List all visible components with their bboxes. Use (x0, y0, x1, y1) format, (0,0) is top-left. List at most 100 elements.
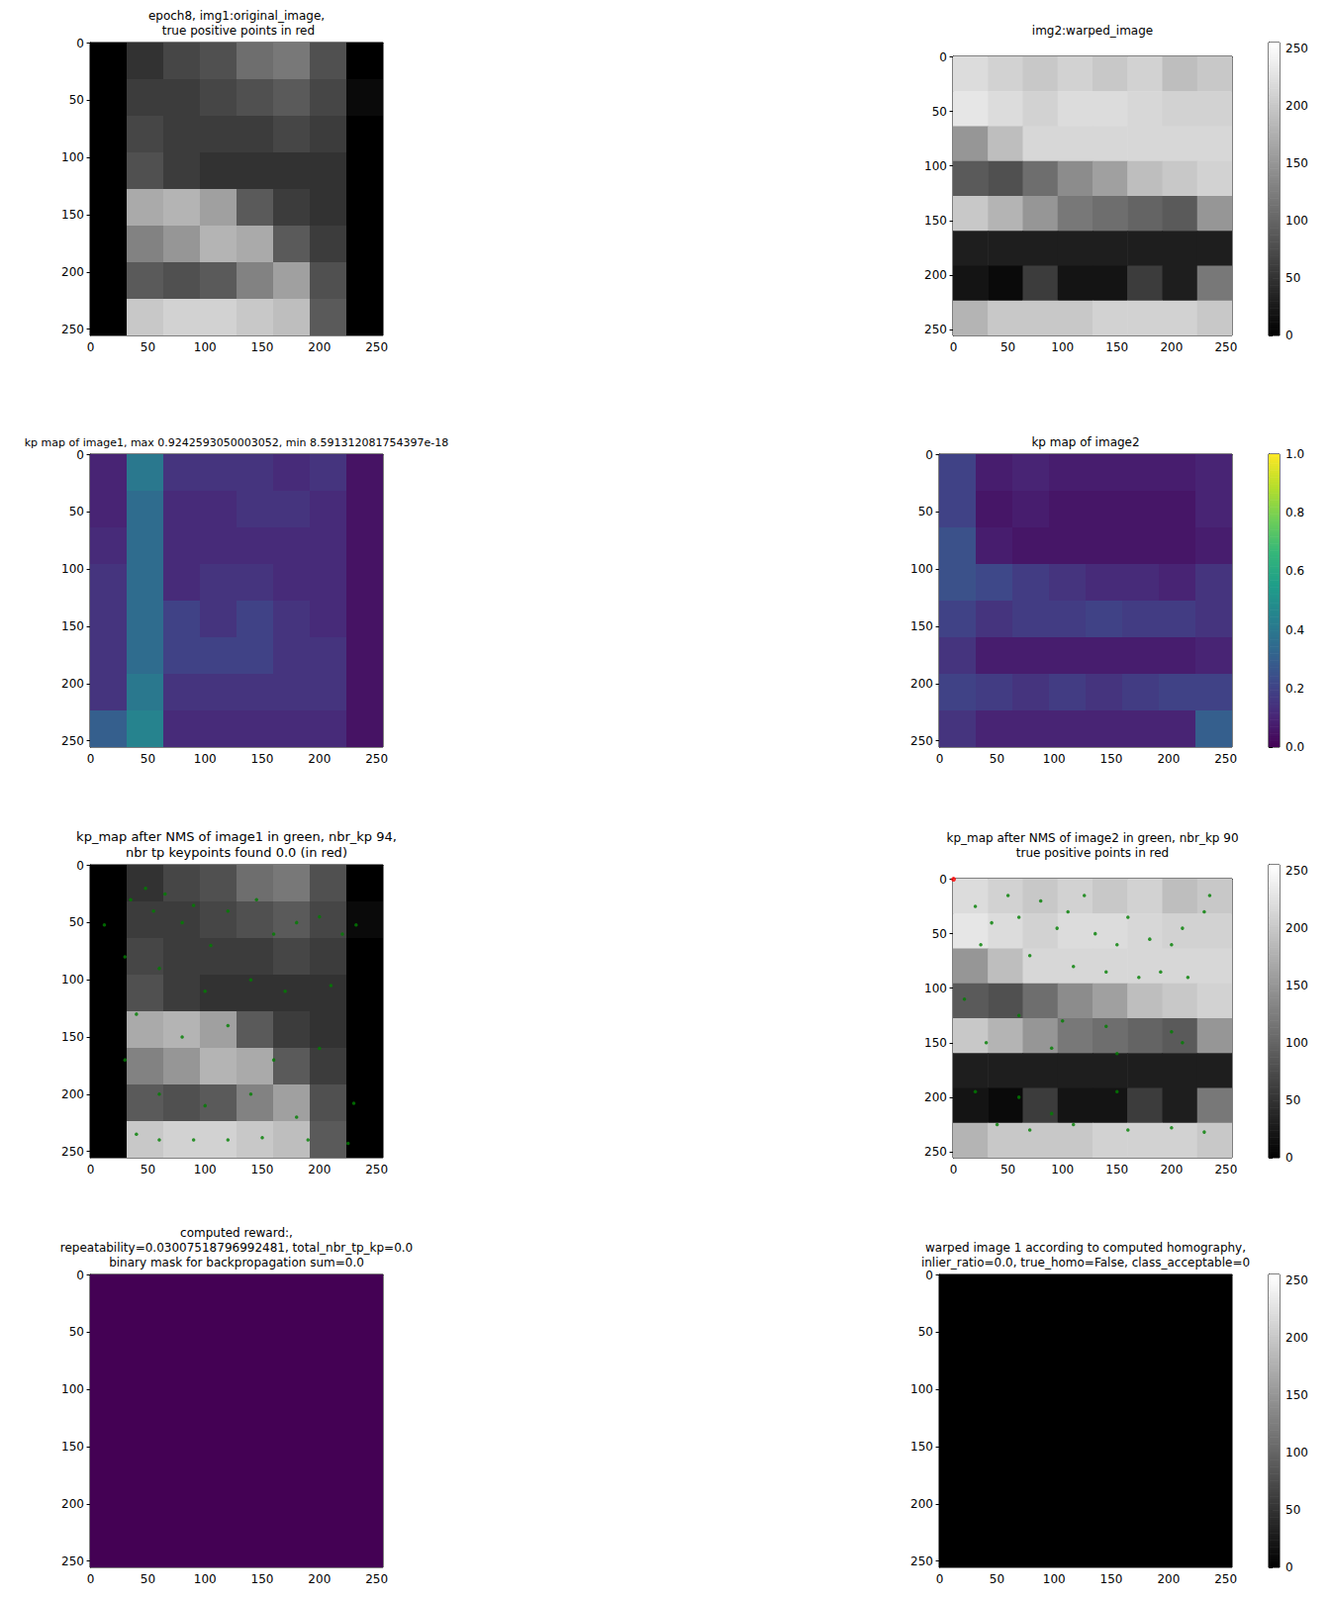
svg-text:150: 150 (1105, 1162, 1129, 1177)
svg-text:50: 50 (989, 1572, 1005, 1587)
svg-text:100: 100 (61, 972, 85, 987)
svg-text:0: 0 (87, 340, 95, 355)
svg-text:0: 0 (936, 752, 945, 766)
svg-text:250: 250 (365, 340, 388, 355)
svg-text:200: 200 (910, 1497, 934, 1512)
svg-text:250: 250 (365, 1162, 388, 1177)
svg-text:200: 200 (307, 1572, 331, 1587)
svg-text:warped image 1 according to co: warped image 1 according to computed hom… (925, 1240, 1246, 1255)
svg-text:200: 200 (1285, 921, 1309, 936)
svg-text:50: 50 (989, 752, 1005, 766)
svg-text:50: 50 (69, 915, 85, 930)
svg-text:150: 150 (61, 207, 85, 222)
svg-text:150: 150 (1100, 752, 1124, 766)
svg-text:150: 150 (910, 619, 934, 634)
svg-text:250: 250 (1214, 752, 1237, 766)
svg-text:200: 200 (61, 265, 85, 280)
svg-text:100: 100 (910, 1382, 934, 1397)
svg-text:100: 100 (1285, 1445, 1309, 1460)
svg-text:200: 200 (924, 268, 948, 283)
svg-text:150: 150 (1105, 340, 1129, 355)
svg-text:0.6: 0.6 (1285, 564, 1305, 578)
svg-text:50: 50 (140, 340, 156, 355)
svg-text:250: 250 (1214, 340, 1237, 355)
svg-text:100: 100 (193, 752, 217, 766)
svg-text:250: 250 (910, 1554, 934, 1569)
svg-text:0: 0 (1285, 1560, 1294, 1575)
svg-text:250: 250 (924, 322, 948, 337)
svg-text:img2:warped_image: img2:warped_image (1032, 23, 1153, 38)
svg-text:50: 50 (69, 93, 85, 107)
svg-text:100: 100 (1050, 1162, 1074, 1177)
svg-text:0: 0 (1285, 1150, 1294, 1165)
svg-text:100: 100 (1285, 213, 1309, 228)
svg-text:0: 0 (925, 448, 934, 463)
svg-text:150: 150 (924, 213, 948, 228)
svg-text:50: 50 (918, 504, 934, 519)
svg-text:150: 150 (1100, 1572, 1124, 1587)
svg-text:200: 200 (924, 1090, 948, 1105)
svg-text:0: 0 (939, 872, 948, 887)
svg-text:150: 150 (924, 1036, 948, 1050)
svg-text:true positive points in red: true positive points in red (1016, 846, 1169, 860)
svg-text:0.8: 0.8 (1285, 505, 1305, 520)
svg-text:50: 50 (918, 1325, 934, 1339)
svg-text:250: 250 (61, 1144, 85, 1159)
svg-text:100: 100 (61, 562, 85, 576)
svg-text:250: 250 (1285, 863, 1309, 878)
svg-text:50: 50 (140, 752, 156, 766)
svg-text:100: 100 (924, 981, 948, 996)
svg-text:150: 150 (1285, 978, 1309, 993)
svg-text:100: 100 (1285, 1036, 1309, 1050)
svg-text:150: 150 (251, 1572, 275, 1587)
svg-text:200: 200 (307, 340, 331, 355)
svg-text:0: 0 (76, 858, 85, 873)
svg-text:50: 50 (69, 1325, 85, 1339)
svg-text:0: 0 (76, 1268, 85, 1283)
svg-text:100: 100 (1050, 340, 1074, 355)
svg-text:200: 200 (1156, 752, 1180, 766)
svg-text:0: 0 (76, 36, 85, 51)
svg-text:100: 100 (1043, 752, 1066, 766)
svg-text:100: 100 (193, 1162, 217, 1177)
svg-text:50: 50 (1000, 1162, 1016, 1177)
svg-text:200: 200 (61, 676, 85, 691)
svg-text:epoch8, img1:original_image,: epoch8, img1:original_image, (148, 8, 325, 23)
svg-text:200: 200 (307, 1162, 331, 1177)
svg-text:250: 250 (365, 752, 388, 766)
svg-text:150: 150 (251, 1162, 275, 1177)
svg-text:250: 250 (365, 1572, 388, 1587)
svg-text:200: 200 (307, 752, 331, 766)
svg-text:200: 200 (61, 1497, 85, 1512)
svg-text:1.0: 1.0 (1285, 447, 1305, 462)
svg-text:0: 0 (87, 1572, 95, 1587)
svg-text:200: 200 (1285, 98, 1309, 113)
svg-text:100: 100 (1043, 1572, 1066, 1587)
svg-text:50: 50 (1285, 1093, 1301, 1108)
svg-text:150: 150 (251, 752, 275, 766)
svg-text:150: 150 (61, 1439, 85, 1454)
svg-text:250: 250 (61, 322, 85, 337)
svg-text:250: 250 (924, 1144, 948, 1159)
svg-text:100: 100 (193, 1572, 217, 1587)
svg-text:50: 50 (140, 1572, 156, 1587)
svg-text:200: 200 (910, 676, 934, 691)
svg-text:250: 250 (1285, 41, 1309, 56)
svg-text:0: 0 (936, 1572, 945, 1587)
svg-text:50: 50 (140, 1162, 156, 1177)
svg-text:kp map of image2: kp map of image2 (1031, 435, 1140, 450)
svg-text:150: 150 (61, 1030, 85, 1045)
svg-text:250: 250 (1285, 1273, 1309, 1288)
svg-text:150: 150 (910, 1439, 934, 1454)
svg-text:100: 100 (61, 150, 85, 165)
svg-text:inlier_ratio=0.0, true_homo=Fa: inlier_ratio=0.0, true_homo=False, class… (921, 1255, 1250, 1270)
svg-text:0: 0 (1285, 328, 1294, 343)
svg-text:250: 250 (61, 1554, 85, 1569)
svg-text:250: 250 (1214, 1162, 1237, 1177)
svg-text:0: 0 (87, 752, 95, 766)
svg-text:100: 100 (61, 1382, 85, 1397)
svg-text:200: 200 (61, 1087, 85, 1102)
svg-text:50: 50 (932, 927, 948, 942)
svg-text:50: 50 (1285, 271, 1301, 285)
svg-text:50: 50 (69, 504, 85, 519)
